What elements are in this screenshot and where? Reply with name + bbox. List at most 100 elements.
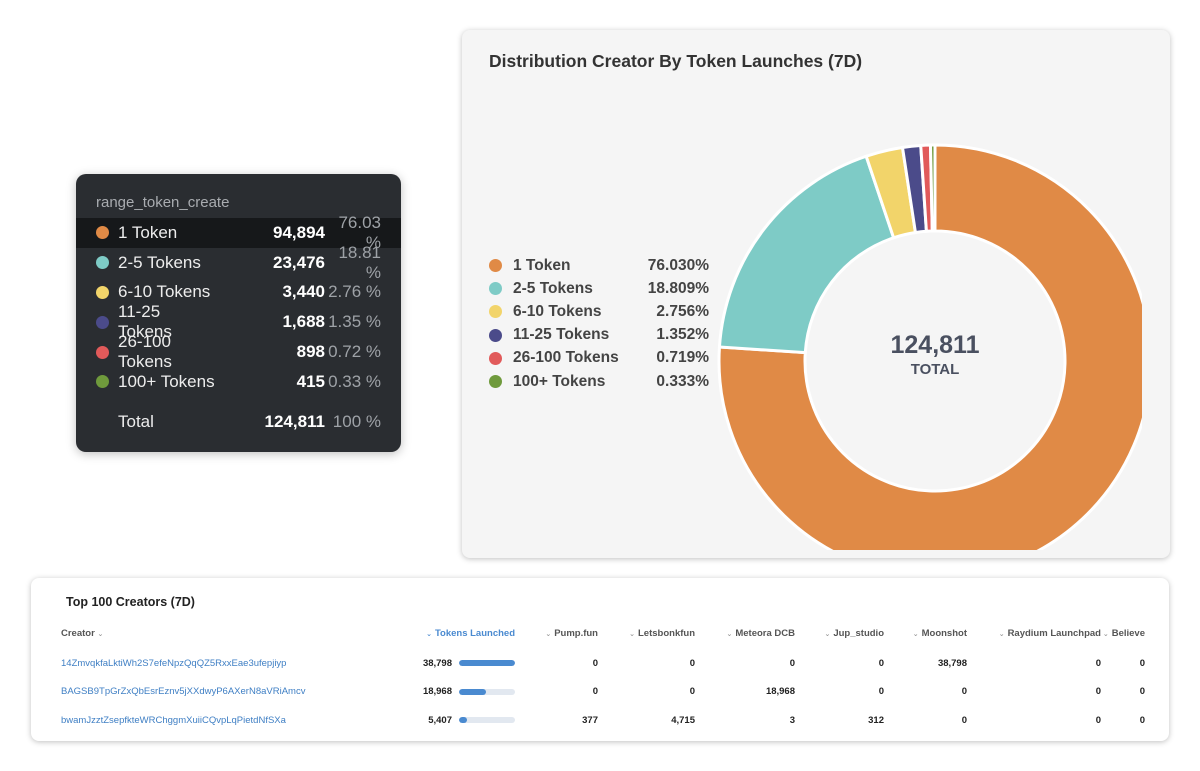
tooltip-row-label: 6-10 Tokens [118,282,211,302]
column-header-label: Raydium Launchpad [1007,628,1101,639]
table-cell: 38,798 [937,657,967,669]
donut-chart-card: Distribution Creator By Token Launches (… [462,30,1170,558]
creator-link[interactable]: bwamJzztZsepfkteWRChggmXuiiCQvpLqPietdNf… [61,714,286,726]
legend-dot-icon [96,256,109,270]
chart-legend: 1 Token 76.030% 2-5 Tokens 18.809% 6-10 Toke… [489,254,709,393]
tooltip-total-pct: 100 % [332,411,381,431]
legend-item[interactable]: 1 Token 76.030% [489,254,709,277]
creator-link[interactable]: BAGSB9TpGrZxQbEsrEznv5jXXdwyP6AXerN8aVRi… [61,686,306,698]
column-header[interactable]: ⌄ Jup_studio [795,628,884,649]
legend-item[interactable]: 6-10 Tokens 2.756% [489,300,709,323]
tooltip-total-row: Total 124,811 100 % [76,407,401,437]
legend-item[interactable]: 2-5 Tokens 18.809% [489,277,709,300]
donut-center-label: TOTAL [911,361,960,378]
tooltip-row-label: 11-25 Tokens [118,302,172,342]
table-cell: 18,968 [765,686,795,698]
column-header[interactable]: ⌄ Letsbonkfun [598,628,695,649]
tokens-launched-cell: 5,407 [361,706,515,735]
column-header-label: Creator [61,628,95,639]
legend-dot-icon [489,259,502,273]
sort-chevron-icon: ⌄ [629,631,635,638]
tooltip-row-count: 1,688 [282,312,325,332]
tokens-launched-value: 18,968 [422,686,452,698]
table-cell: 4,715 [671,714,695,726]
legend-dot-icon [489,282,502,296]
tooltip-row-count: 898 [296,342,325,362]
tooltip-row: 26-100 Tokens 898 0.72 % [76,332,401,371]
legend-dot-icon [96,375,109,389]
tooltip-row-pct: 0.33 % [328,371,381,391]
table-cell: 0 [689,686,695,698]
column-header[interactable]: Creator ⌄ [61,628,361,649]
column-header[interactable]: ⌄ Believe [1101,628,1145,649]
legend-value: 2.756% [656,302,709,320]
tooltip-row-label: 26-100 Tokens [118,332,172,372]
legend-label: 100+ Tokens [513,372,606,390]
legend-dot-icon [96,226,109,240]
table-row: BAGSB9TpGrZxQbEsrEznv5jXXdwyP6AXerN8aVRi… [61,678,1145,707]
table-cell: 0 [878,686,884,698]
legend-dot-icon [489,328,502,342]
tooltip-total-label: Total [118,411,154,431]
column-header[interactable]: ⌄ Meteora DCB [695,628,795,649]
table-cell: 0 [878,657,884,669]
column-header[interactable]: ⌄ Moonshot [884,628,967,649]
table-cell: 0 [592,657,598,669]
table-cell: 3 [789,714,795,726]
table-row: bwamJzztZsepfkteWRChggmXuiiCQvpLqPietdNf… [61,706,1145,735]
tooltip-row-pct: 0.72 % [328,342,381,362]
tooltip-row-label: 100+ Tokens [118,371,215,391]
table-cell: 0 [961,714,967,726]
creator-link[interactable]: 14ZmvqkfaLktiWh2S7efeNpzQqQZ5RxxEae3ufep… [61,657,287,669]
legend-value: 1.352% [656,326,709,344]
legend-dot-icon [96,345,109,359]
legend-dot-icon [489,351,502,365]
table-cell: 0 [1139,686,1145,698]
tooltip-row-count: 3,440 [282,282,325,302]
legend-label: 1 Token [513,256,571,274]
tokens-launched-cell: 18,968 [361,678,515,707]
legend-value: 0.333% [656,372,709,390]
tooltip-row-pct: 76.03 % [338,212,381,252]
tooltip-row-pct: 18.81 % [338,242,381,282]
donut-slice-1[interactable] [717,154,896,355]
tooltip-row-label: 1 Token [118,222,178,242]
tooltip-header: range_token_create [96,194,230,211]
legend-item[interactable]: 11-25 Tokens 1.352% [489,324,709,347]
legend-dot-icon [489,375,502,389]
sort-chevron-icon: ⌄ [726,631,733,638]
legend-value: 0.719% [656,349,709,367]
legend-item[interactable]: 26-100 Tokens 0.719% [489,347,709,370]
column-header[interactable]: ⌄ Tokens Launched [361,628,515,649]
tokens-launched-value: 38,798 [422,657,452,669]
table-cell: 0 [789,657,795,669]
tooltip-row-pct: 2.76 % [328,282,381,302]
sort-chevron-icon: ⌄ [1102,631,1109,638]
legend-item[interactable]: 100+ Tokens 0.333% [489,370,709,393]
top-creators-card: Top 100 Creators (7D) Creator ⌄ ⌄ Tokens L… [31,578,1169,741]
donut-slice-5[interactable] [928,143,937,233]
tokens-launched-bar-fill [459,717,467,724]
column-header[interactable]: ⌄ Pump.fun [515,628,598,649]
legend-label: 6-10 Tokens [513,302,602,320]
legend-dot-icon [96,315,109,329]
tooltip-total-count: 124,811 [264,411,325,431]
donut-chart: 124,811 TOTAL [717,143,1142,550]
table-cell: 0 [1095,657,1101,669]
table-cell: 0 [1095,714,1101,726]
tokens-launched-cell: 38,798 [361,649,515,678]
column-header-label: Letsbonkfun [638,628,695,639]
table-row: 14ZmvqkfaLktiWh2S7efeNpzQqQZ5RxxEae3ufep… [61,649,1145,678]
tooltip-row-pct: 1.35 % [328,312,381,332]
table-title: Top 100 Creators (7D) [66,595,195,609]
donut-center-value: 124,811 [891,331,980,359]
table-cell: 0 [1139,714,1145,726]
table-cell: 0 [592,686,598,698]
tooltip-row-count: 23,476 [273,252,325,272]
column-header-label: Jup_studio [833,628,884,639]
donut-slice-0[interactable] [717,143,1142,550]
tokens-launched-bar [459,660,515,667]
chart-title: Distribution Creator By Token Launches (… [489,51,863,71]
column-header-label: Believe [1111,628,1145,639]
column-header[interactable]: ⌄ Raydium Launchpad [967,628,1101,649]
